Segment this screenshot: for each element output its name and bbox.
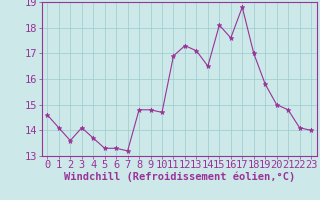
X-axis label: Windchill (Refroidissement éolien,°C): Windchill (Refroidissement éolien,°C) [64,172,295,182]
